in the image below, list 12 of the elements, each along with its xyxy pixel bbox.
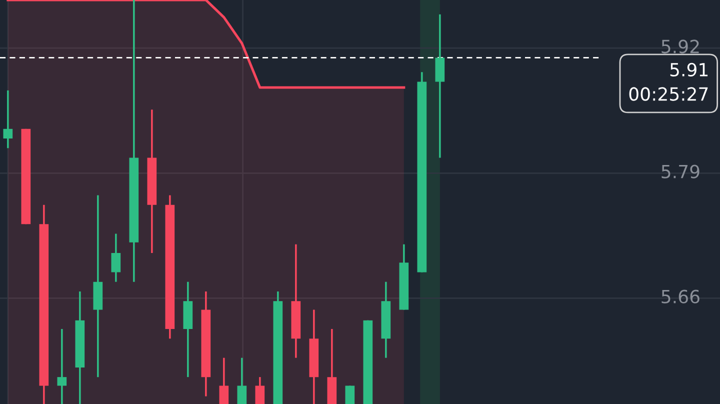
candlestick — [219, 356, 229, 404]
y-tick-label: 5.66 — [662, 290, 700, 304]
ref-line-label: 5.91 — [670, 62, 708, 76]
candlestick — [237, 356, 247, 404]
candlestick — [255, 376, 265, 404]
candlestick — [3, 90, 13, 150]
text: 00:25:27 — [629, 87, 708, 101]
y-tick-label: 5.79 — [662, 164, 700, 178]
y-tick-label: 5.92 — [662, 40, 699, 54]
candlestick — [111, 232, 121, 283]
candlestick — [57, 328, 67, 404]
candlestick — [345, 384, 355, 404]
